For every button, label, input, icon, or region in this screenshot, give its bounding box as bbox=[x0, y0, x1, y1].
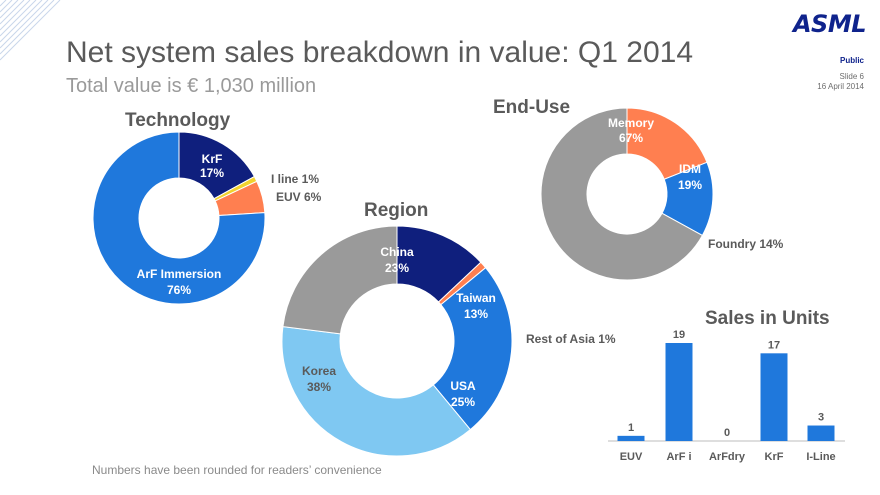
bar-arf-i bbox=[665, 343, 693, 441]
technology-slices bbox=[92, 131, 266, 305]
bar-value-arf-i: 19 bbox=[673, 329, 685, 341]
end-use-foundry-label: Foundry 14% bbox=[708, 237, 784, 251]
end-use-memory-name: Memory bbox=[608, 116, 654, 130]
technology-euv-label: EUV 6% bbox=[276, 190, 322, 204]
region-rest-of-asia-label: Rest of Asia 1% bbox=[526, 332, 616, 346]
bar-euv bbox=[617, 435, 645, 441]
units-bar-chart: Sales in Units 1 EUV 19 ArF i 0 ArFdry 17 KrF 3 I… bbox=[608, 308, 845, 463]
technology-arf-value: 76% bbox=[167, 283, 191, 297]
end-use-slice-memory bbox=[540, 107, 704, 281]
technology-chart: Technology KrF 17% I line 1% EUV 6% ArF … bbox=[92, 110, 322, 305]
region-korea-name: Korea bbox=[302, 364, 336, 378]
technology-arf-name: ArF Immersion bbox=[137, 267, 222, 281]
asml-logo: ASML bbox=[792, 10, 867, 38]
bar-value-arfdry: 0 bbox=[724, 427, 730, 439]
region-korea-value: 38% bbox=[307, 380, 331, 394]
end-use-idm-name: IDM bbox=[679, 162, 701, 176]
bar-krf bbox=[760, 353, 788, 441]
region-chart: Region China 23% Taiwan 13% Rest of Asia… bbox=[281, 200, 616, 457]
classification-label: Public bbox=[839, 56, 864, 65]
region-slice-china bbox=[282, 225, 398, 335]
region-slice-korea bbox=[281, 326, 472, 457]
end-use-idm-value: 19% bbox=[678, 178, 702, 192]
technology-slice-arf-immersion bbox=[92, 131, 266, 305]
end-use-chart: End-Use Memory 67% IDM 19% Foundry 14% bbox=[493, 97, 784, 281]
bar-category-arf-i: ArF i bbox=[666, 451, 691, 463]
region-slice-usa bbox=[432, 266, 513, 431]
slide-number: Slide 6 bbox=[839, 72, 864, 81]
bar-value-i-line: 3 bbox=[818, 412, 824, 424]
bar-category-arfdry: ArFdry bbox=[709, 451, 746, 463]
technology-chart-title: Technology bbox=[125, 110, 231, 131]
region-taiwan-value: 13% bbox=[464, 307, 488, 321]
bar-category-krf: KrF bbox=[765, 451, 784, 463]
region-usa-value: 25% bbox=[451, 395, 475, 409]
footnote: Numbers have been rounded for readers’ c… bbox=[92, 463, 382, 477]
technology-iline-label: I line 1% bbox=[271, 172, 319, 186]
end-use-memory-value: 67% bbox=[619, 131, 643, 145]
bar-value-krf: 17 bbox=[768, 339, 780, 351]
region-usa-name: USA bbox=[450, 379, 476, 393]
end-use-slices bbox=[540, 107, 714, 281]
region-taiwan-name: Taiwan bbox=[456, 291, 496, 305]
slide-date: 16 April 2014 bbox=[817, 82, 864, 91]
units-bars: 1 EUV 19 ArF i 0 ArFdry 17 KrF 3 I-Line bbox=[617, 329, 836, 463]
region-china-name: China bbox=[380, 245, 414, 259]
region-slices bbox=[281, 225, 513, 457]
units-chart-title: Sales in Units bbox=[705, 308, 830, 329]
bar-value-euv: 1 bbox=[628, 422, 634, 434]
bar-category-euv: EUV bbox=[620, 451, 643, 463]
region-china-value: 23% bbox=[385, 261, 409, 275]
technology-krf-value: 17% bbox=[200, 166, 224, 180]
corner-decoration bbox=[0, 0, 61, 61]
region-chart-title: Region bbox=[364, 200, 428, 221]
slide-title: Net system sales breakdown in value: Q1 … bbox=[66, 36, 693, 69]
end-use-chart-title: End-Use bbox=[493, 97, 570, 118]
technology-krf-name: KrF bbox=[202, 152, 223, 166]
slide-subtitle: Total value is € 1,030 million bbox=[66, 75, 317, 97]
bar-i-line bbox=[807, 425, 835, 441]
bar-category-i-line: I-Line bbox=[806, 451, 835, 463]
